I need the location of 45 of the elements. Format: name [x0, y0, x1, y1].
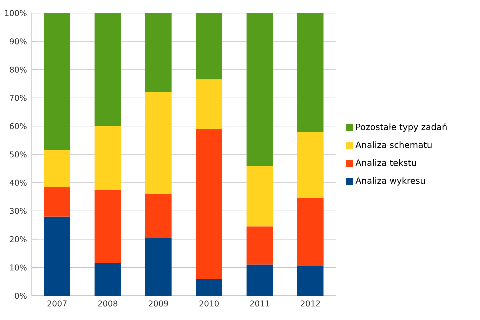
- bar: [246, 166, 274, 227]
- legend-label: Analiza schematu: [356, 142, 432, 148]
- y-tick-label: 10%: [10, 264, 27, 271]
- bar: [246, 226, 274, 265]
- bar: [94, 190, 122, 264]
- y-tick-label: 70%: [10, 95, 27, 102]
- bar: [94, 13, 122, 126]
- bar: [196, 80, 222, 130]
- y-tick-label: 30%: [10, 208, 27, 214]
- y-tick-label: 100%: [5, 10, 27, 16]
- bar: [196, 129, 222, 280]
- bar: [145, 92, 172, 194]
- legend-label: Analiza wykresu: [356, 177, 425, 186]
- y-tick-label: 80%: [10, 66, 27, 73]
- bar: [297, 13, 324, 132]
- y-tick-label: 60%: [10, 123, 27, 130]
- y-tick-label: 90%: [10, 38, 27, 45]
- legend-label: Analiza tekstu: [356, 160, 416, 166]
- legend-label: Pozostałe typy zadań: [356, 123, 447, 132]
- bar: [297, 198, 324, 266]
- bar: [44, 13, 71, 150]
- bar: [297, 132, 324, 198]
- bar: [145, 238, 172, 296]
- bar: [297, 266, 324, 296]
- y-tick-label: 20%: [10, 236, 27, 242]
- y-tick-label: 0%: [15, 292, 27, 300]
- x-tick-label: 2007: [48, 300, 67, 307]
- bar: [145, 13, 172, 92]
- bar: [44, 150, 71, 188]
- x-tick-label: 2010: [200, 300, 219, 307]
- bar: [246, 264, 274, 296]
- bar: [44, 216, 71, 296]
- bar: [196, 13, 222, 80]
- x-tick-label: 2011: [250, 300, 270, 307]
- y-tick-label: 50%: [10, 152, 27, 158]
- y-tick-label: 40%: [10, 180, 27, 186]
- x-tick-label: 2008: [98, 300, 118, 307]
- bar: [246, 13, 274, 166]
- bar: [196, 279, 222, 296]
- x-tick-label: 2012: [301, 300, 320, 307]
- x-tick-label: 2009: [149, 300, 168, 307]
- bar: [94, 126, 122, 190]
- bar: [44, 187, 71, 217]
- bar: [94, 263, 122, 296]
- bar: [145, 194, 172, 238]
